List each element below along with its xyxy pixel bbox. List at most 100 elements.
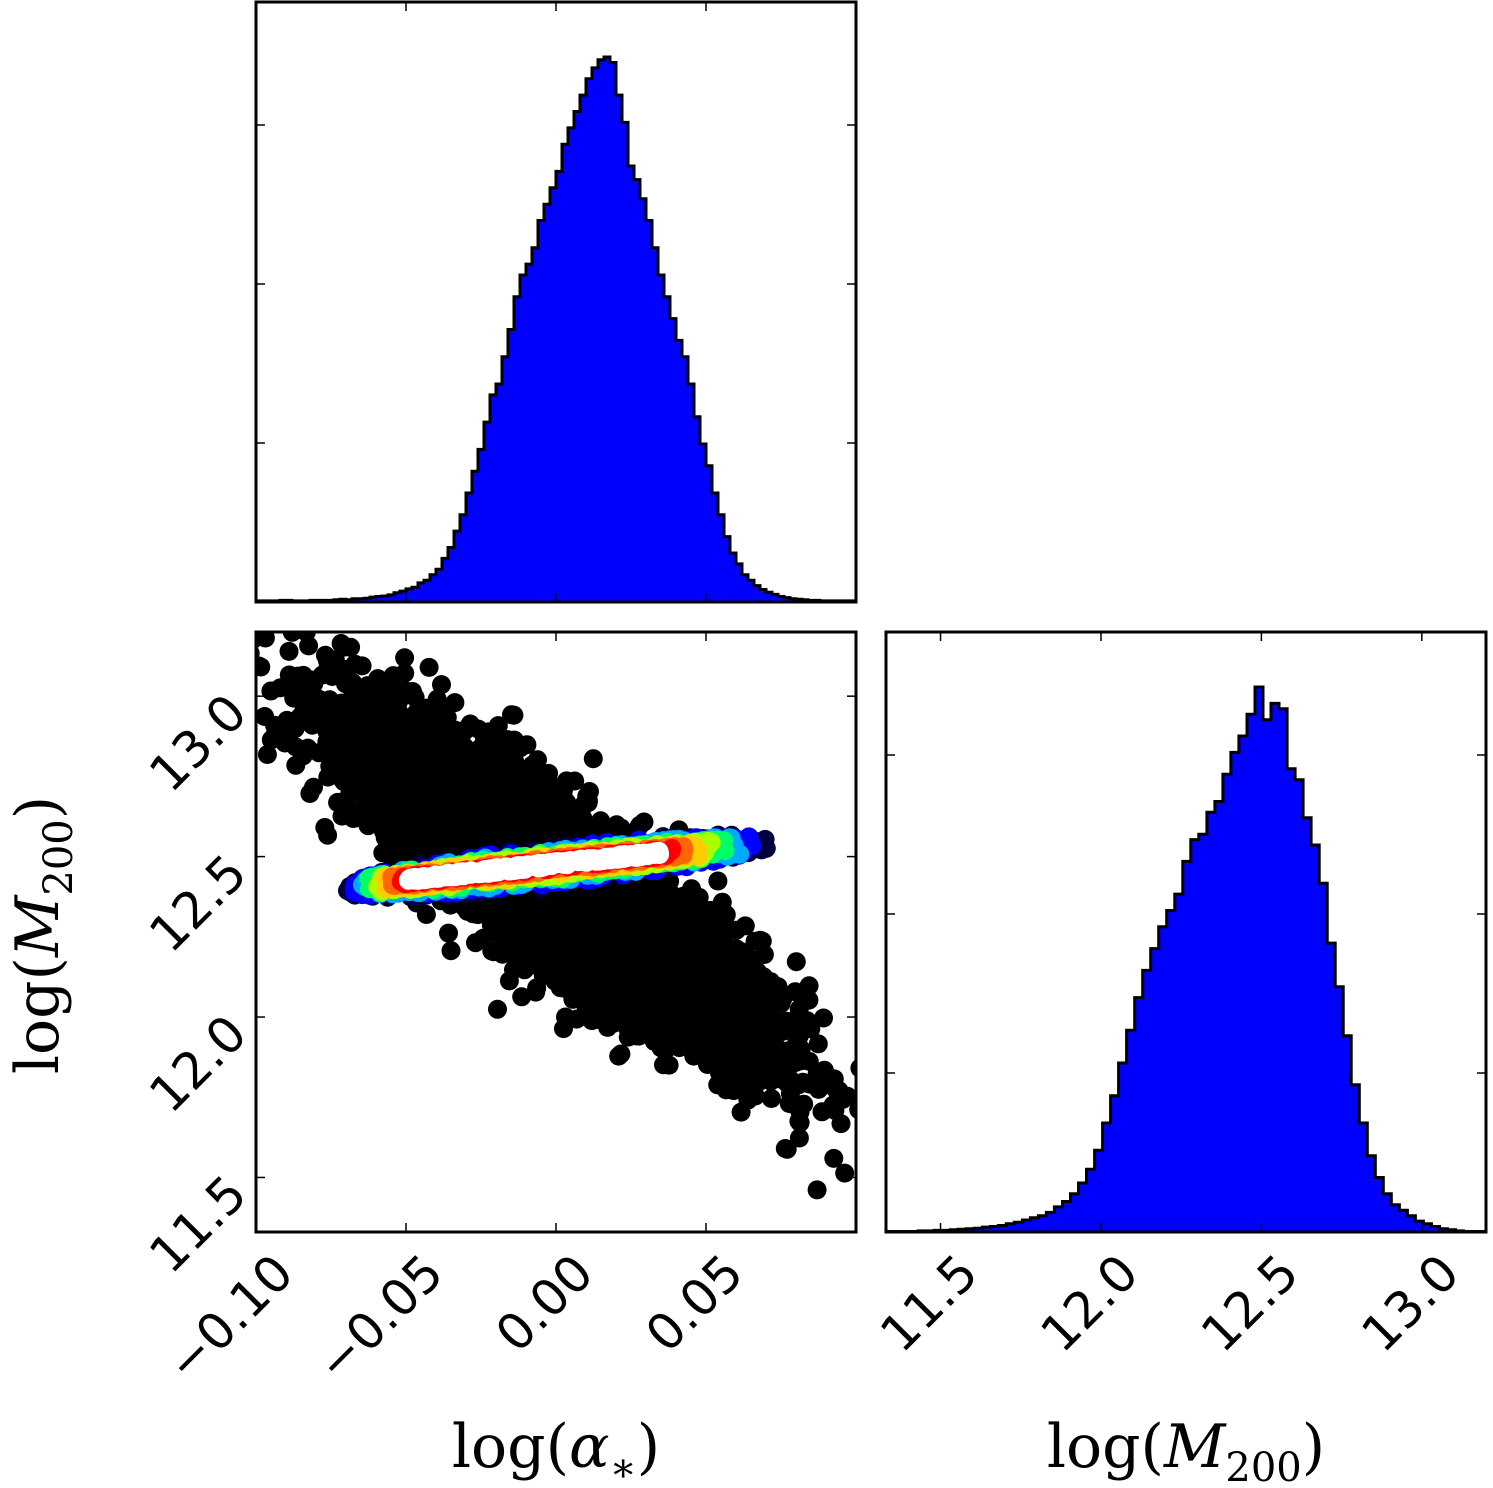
scatter-point [414,826,433,846]
scatter-point [585,983,604,1002]
scatter-point [835,1163,855,1183]
scatter-point [550,978,570,998]
scatter-point [872,1171,891,1190]
scatter-point [361,701,381,721]
scatter-point [570,965,590,985]
scatter-point [554,778,574,798]
scatter-point [512,987,532,1007]
scatter-point [789,1128,809,1148]
scatter-point [279,641,299,661]
scatter-point [355,799,375,819]
scatter-point [737,1066,757,1086]
scatter-point [389,691,409,711]
scatter-point [282,632,302,642]
scatter-point [286,737,306,757]
scatter-point [554,1019,573,1039]
scatter-point [479,796,499,816]
scatter-point [488,716,508,736]
scatter-point [326,754,346,774]
scatter-point [663,971,682,991]
scatter-point [630,815,650,835]
scatter-point [745,931,765,951]
scatter-point [373,730,393,750]
scatter-point [654,1055,673,1075]
scatter-point [625,1014,645,1034]
scatter-point [640,1010,660,1030]
scatter-point [409,789,429,809]
scatter-point [543,939,563,958]
scatter-point [619,945,639,965]
scatter-point [446,766,466,786]
scatter-point [789,1026,809,1046]
scatter-point [646,879,666,899]
scatter-point [824,1097,844,1117]
scatter-point [374,764,394,784]
scatter-point [419,657,439,677]
scatter-point [240,606,259,625]
scatter-points-black [191,578,929,1200]
scatter-point [814,1008,833,1028]
scatter-point [704,1032,724,1052]
scatter-point [354,784,374,803]
scatter-point [191,578,210,597]
scatter-point [331,634,351,653]
scatter-point [598,931,618,951]
scatter-point [444,808,464,828]
scatter-point [731,985,751,1005]
scatter-point [761,1089,781,1108]
scatter-point [468,719,488,739]
scatter-point [735,916,755,936]
scatter-point [342,741,361,761]
scatter-point [588,958,608,978]
scatter-point [557,797,577,817]
scatter-point [299,636,319,656]
scatter-point [808,1034,828,1054]
alpha-histogram-frame [254,0,858,604]
scatter-point [780,1069,800,1089]
scatter-point [474,773,494,792]
scatter-point [562,917,582,937]
scatter-point [482,910,501,930]
scatter-point [761,1052,781,1072]
scatter-point [482,941,502,961]
scatter-point [532,957,552,977]
scatter-point [504,705,524,725]
scatter-point [708,871,728,891]
scatter-point [441,941,461,961]
scatter-point [799,976,819,996]
scatter-point [807,1064,827,1084]
scatter-point [761,984,781,1004]
scatter-point [725,964,745,984]
scatter-point [743,950,763,970]
scatter-point [824,1148,844,1168]
scatter-point [577,793,597,813]
scatter-point [256,656,269,676]
scatter-point [286,755,306,775]
scatter-point [762,1014,782,1034]
scatter-point [777,1139,797,1159]
scatter-point [587,1010,606,1029]
scatter-point [286,674,306,694]
scatter-point [699,946,719,966]
scatter-point [712,913,732,933]
scatter-point [466,933,485,953]
scatter-point [704,986,724,1006]
scatter-point [270,678,290,698]
scatter-point [446,738,466,757]
scatter-point [285,719,305,739]
scatter-point [745,1086,765,1106]
scatter-point [318,651,337,671]
scatter-point [317,732,337,752]
scatter-point [439,923,458,943]
scatter-point [731,1102,751,1122]
scatter-point [445,693,465,713]
scatter-point [850,1059,856,1077]
histogram-bars [256,55,856,602]
scatter-point [265,726,285,746]
scatter-point [416,905,436,924]
scatter-point [334,772,354,792]
scatter-point [496,815,516,835]
scatter-point [797,1011,817,1031]
scatter-point [910,1111,929,1130]
